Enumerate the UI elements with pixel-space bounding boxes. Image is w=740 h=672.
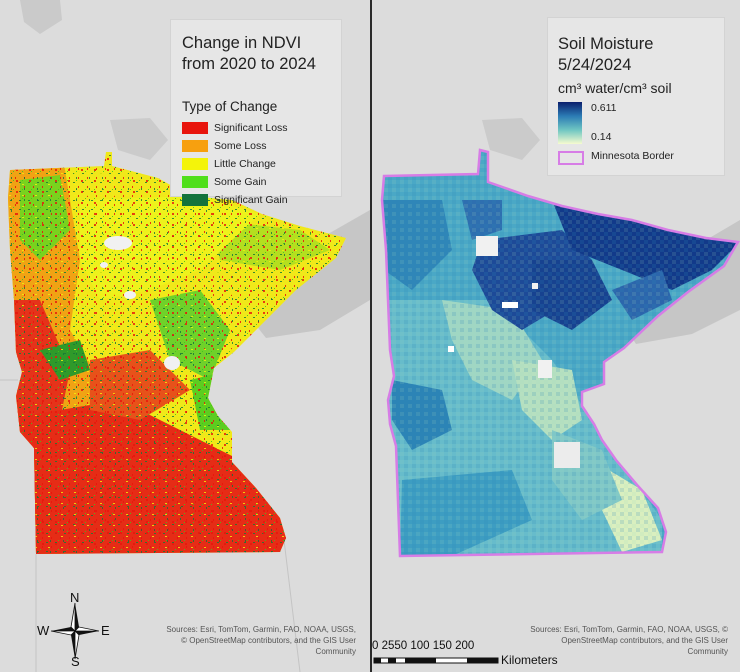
ndvi-legend-title: Change in NDVI from 2020 to 2024	[182, 33, 342, 75]
ndvi-legend-title-line1: Change in NDVI	[182, 34, 302, 52]
legend-swatch-significant-gain	[182, 194, 208, 207]
soil-legend-title: Soil Moisture 5/24/2024	[558, 34, 653, 76]
great-lake-north-shape	[20, 0, 62, 34]
great-lake-ne-shape	[110, 118, 168, 160]
great-lake-ne-shape	[482, 118, 540, 160]
legend-swatch-some-loss	[182, 140, 208, 153]
scale-bar-graphic	[373, 657, 499, 664]
border-legend-swatch	[558, 151, 584, 165]
soil-map-attribution: Sources: Esri, TomTom, Garmin, FAO, NOAA…	[530, 625, 728, 656]
compass-west-label: W	[37, 623, 50, 638]
legend-item-significant-loss: Significant Loss	[182, 121, 288, 135]
legend-label-little-change: Little Change	[214, 158, 276, 170]
compass-north-label: N	[70, 590, 80, 605]
legend-label-some-loss: Some Loss	[214, 140, 267, 152]
legend-item-some-gain: Some Gain	[182, 175, 267, 189]
scale-bar: 0 2550 100 150 200 Kilometers	[372, 640, 592, 670]
legend-label-some-gain: Some Gain	[214, 176, 267, 188]
compass-south-label: S	[71, 654, 80, 669]
legend-swatch-little-change	[182, 158, 208, 171]
state-lines	[0, 379, 301, 672]
soil-moisture-map-canvas	[380, 118, 740, 558]
compass-east-label: E	[101, 623, 110, 638]
border-legend-label: Minnesota Border	[591, 150, 674, 162]
legend-swatch-some-gain	[182, 176, 208, 189]
soil-legend-title-line2: 5/24/2024	[558, 56, 632, 74]
legend-item-some-loss: Some Loss	[182, 139, 267, 153]
soil-legend-max-label: 0.611	[591, 102, 617, 114]
ndvi-map-attribution: Sources: Esri, TomTom, Garmin, FAO, NOAA…	[166, 625, 356, 656]
soil-legend-color-ramp	[558, 102, 582, 144]
ndvi-legend-title-line2: from 2020 to 2024	[182, 55, 316, 73]
soil-legend-title-line1: Soil Moisture	[558, 35, 654, 53]
legend-swatch-significant-loss	[182, 122, 208, 135]
minnesota-border	[380, 148, 740, 558]
ndvi-legend-subtitle: Type of Change	[182, 99, 278, 114]
scale-bar-ticks: 0 2550 100 150 200	[372, 640, 475, 652]
soil-legend-unit: cm³ water/cm³ soil	[558, 80, 672, 96]
soil-legend-min-label: 0.14	[591, 131, 612, 143]
soil-moisture-legend: Soil Moisture 5/24/2024 cm³ water/cm³ so…	[548, 18, 724, 175]
panel-divider	[370, 0, 372, 672]
legend-item-significant-gain: Significant Gain	[182, 193, 288, 207]
north-arrow: N S E W	[34, 590, 120, 672]
ndvi-map-panel[interactable]: Change in NDVI from 2020 to 2024 Type of…	[0, 0, 370, 672]
ndvi-map-canvas	[0, 0, 370, 672]
legend-label-significant-gain: Significant Gain	[214, 194, 288, 206]
ndvi-legend: Change in NDVI from 2020 to 2024 Type of…	[171, 20, 342, 207]
soil-moisture-map-panel[interactable]: Soil Moisture 5/24/2024 cm³ water/cm³ so…	[372, 0, 740, 672]
scale-bar-unit: Kilometers	[501, 653, 558, 667]
legend-item-little-change: Little Change	[182, 157, 276, 171]
compass-rose-icon	[50, 602, 100, 660]
legend-label-significant-loss: Significant Loss	[214, 122, 288, 134]
